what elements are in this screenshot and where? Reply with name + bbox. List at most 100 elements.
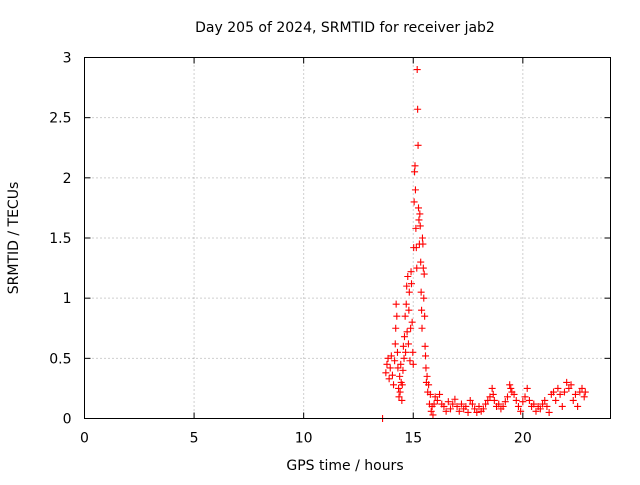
- data-point: [556, 390, 564, 398]
- data-point: [398, 396, 406, 404]
- grid: [84, 57, 611, 419]
- data-point: [397, 360, 405, 368]
- data-point: [396, 388, 404, 396]
- data-point: [484, 396, 492, 404]
- x-tick-label: 10: [295, 431, 313, 447]
- data-point: [415, 216, 423, 224]
- data-point: [503, 393, 511, 401]
- data-point: [413, 66, 421, 74]
- data-point: [387, 352, 395, 360]
- data-point: [419, 264, 427, 272]
- data-point: [417, 288, 425, 296]
- data-point: [403, 328, 411, 336]
- data-point: [501, 398, 509, 406]
- data-point: [414, 141, 422, 149]
- data-point: [471, 405, 479, 413]
- data-point: [462, 402, 470, 410]
- data-point: [399, 366, 407, 374]
- data-point: [449, 400, 457, 408]
- data-point: [550, 388, 558, 396]
- data-point: [525, 396, 533, 404]
- data-point: [405, 288, 413, 296]
- data-point: [402, 300, 410, 308]
- axis-ticks: 0 5 10 15 20 0 0.5 1 1.5 2 2.5 3: [49, 51, 611, 447]
- data-point: [517, 407, 525, 415]
- data-point: [392, 300, 400, 308]
- data-point: [523, 384, 531, 392]
- data-point: [444, 398, 452, 406]
- data-point: [385, 375, 393, 383]
- data-point: [514, 402, 522, 410]
- data-point: [574, 402, 582, 410]
- data-point: [420, 294, 428, 302]
- data-point: [415, 204, 423, 212]
- data-point: [413, 264, 421, 272]
- data-point: [552, 396, 560, 404]
- data-point: [417, 258, 425, 266]
- data-point: [418, 234, 426, 242]
- data-point: [393, 348, 401, 356]
- y-tick-label: 2: [63, 171, 72, 187]
- data-point: [433, 396, 441, 404]
- y-tick-label: 1: [63, 291, 72, 307]
- data-point: [423, 372, 431, 380]
- data-point: [512, 396, 520, 404]
- data-point: [391, 340, 399, 348]
- data-point: [382, 369, 390, 377]
- data-point: [580, 393, 588, 401]
- data-point: [410, 198, 418, 206]
- data-point: [391, 357, 399, 365]
- data-point: [578, 384, 586, 392]
- data-point: [447, 405, 455, 413]
- data-point: [404, 340, 412, 348]
- data-point: [396, 372, 404, 380]
- data-point: [399, 342, 407, 350]
- x-tick-label: 0: [80, 431, 89, 447]
- data-point: [400, 354, 408, 362]
- data-point: [563, 378, 571, 386]
- data-point: [457, 400, 465, 408]
- plot-frame: [84, 57, 611, 419]
- data-point: [407, 280, 415, 288]
- data-point: [451, 395, 459, 403]
- data-point: [482, 400, 490, 408]
- data-point: [422, 352, 430, 360]
- data-point: [421, 342, 429, 350]
- y-tick-label: 0.5: [49, 351, 71, 367]
- data-point: [565, 384, 573, 392]
- data-point: [416, 210, 424, 218]
- data-point: [383, 360, 391, 368]
- data-point: [407, 268, 415, 276]
- y-tick-label: 3: [63, 51, 72, 67]
- data-point: [558, 402, 566, 410]
- data-point: [407, 324, 415, 332]
- data-point: [455, 407, 463, 415]
- data-point: [429, 411, 437, 419]
- data-point: [419, 240, 427, 248]
- data-point: [427, 407, 435, 415]
- data-point: [400, 333, 408, 341]
- data-point: [386, 364, 394, 372]
- data-point: [479, 405, 487, 413]
- data-point: [422, 364, 430, 372]
- data-point: [489, 390, 497, 398]
- data-point: [395, 393, 403, 401]
- data-point: [473, 408, 481, 416]
- data-point: [404, 273, 412, 281]
- data-point: [403, 282, 411, 290]
- y-tick-label: 0: [63, 412, 72, 428]
- data-point: [510, 390, 518, 398]
- data-point: [541, 396, 549, 404]
- data-point: [506, 381, 514, 389]
- data-point: [436, 390, 444, 398]
- x-axis-title: GPS time / hours: [286, 458, 403, 474]
- data-point: [398, 381, 406, 389]
- data-point: [581, 388, 589, 396]
- data-point: [519, 398, 527, 406]
- data-point: [411, 186, 419, 194]
- data-point: [532, 407, 540, 415]
- x-tick-label: 5: [190, 431, 199, 447]
- data-point: [392, 324, 400, 332]
- data-point: [475, 402, 483, 410]
